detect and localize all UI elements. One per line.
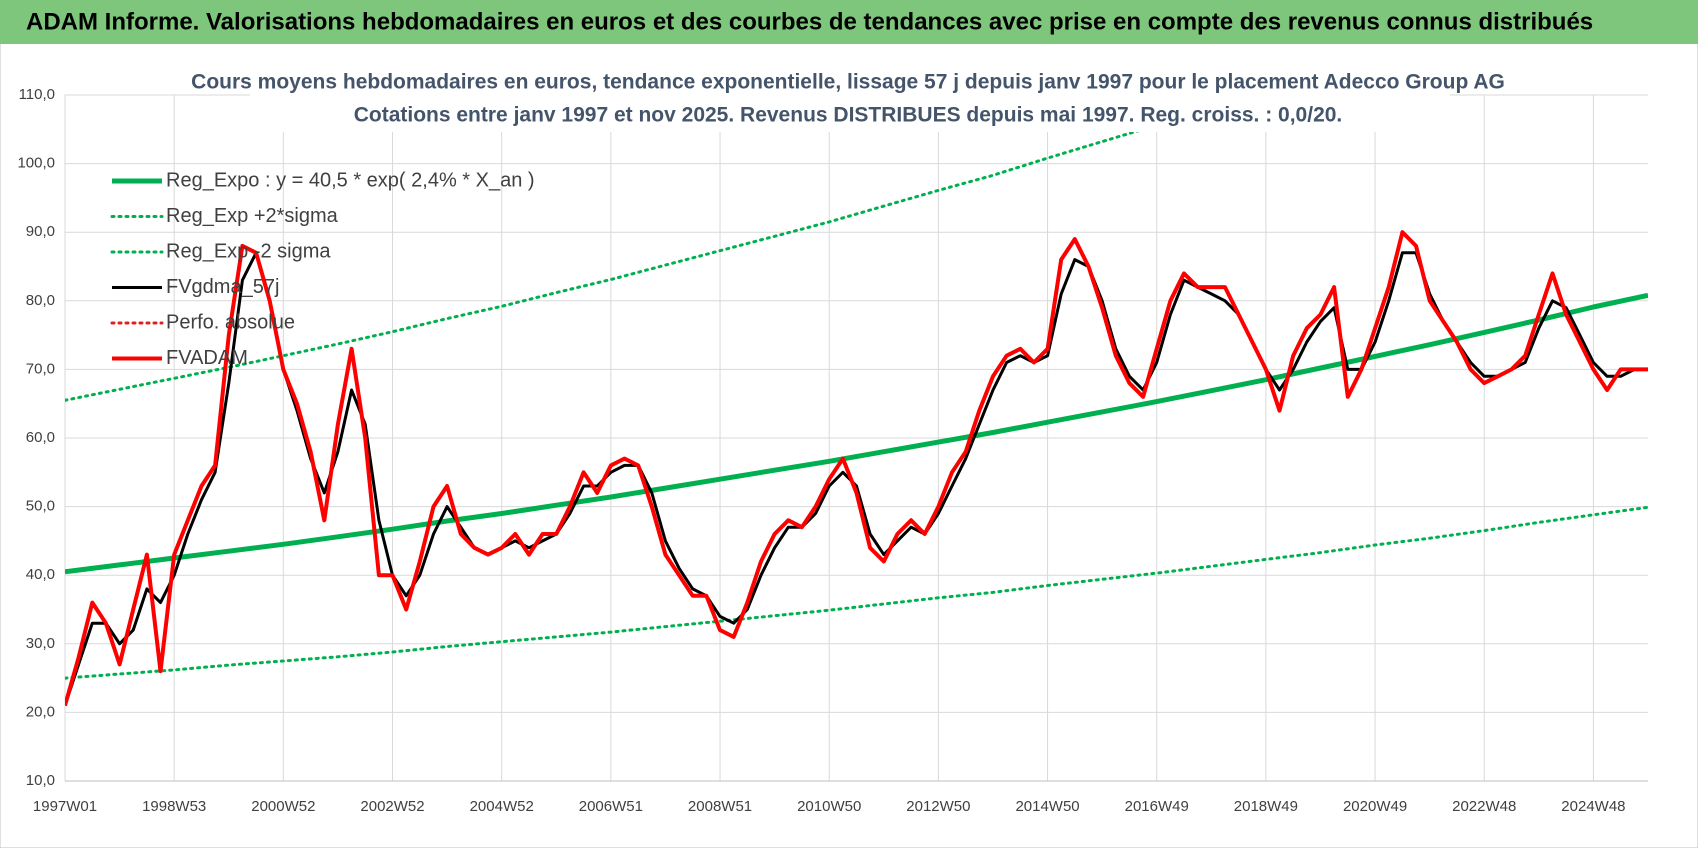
y-tick-label: 70,0 bbox=[26, 360, 55, 377]
y-tick-label: 80,0 bbox=[26, 292, 55, 309]
x-tick-label: 2024W48 bbox=[1561, 798, 1625, 815]
series-line bbox=[65, 292, 1648, 575]
header-bar bbox=[0, 0, 1698, 44]
x-tick-label: 2008W51 bbox=[688, 798, 752, 815]
labels: 10,0 20,0 30,0 40,0 50,0 60,0 70,0 80,0 90,0 100,… bbox=[17, 68, 1626, 815]
x-tick-label: 2018W49 bbox=[1234, 798, 1298, 815]
series-line bbox=[65, 230, 1648, 707]
x-tick-label: 2010W50 bbox=[797, 798, 861, 815]
x-tick-label: 2004W52 bbox=[470, 798, 534, 815]
series-line bbox=[65, 505, 1648, 680]
y-tick-label: 110,0 bbox=[19, 86, 55, 103]
x-tick-label: 1998W53 bbox=[142, 798, 206, 815]
y-tick-label: 90,0 bbox=[26, 223, 55, 240]
y-tick-label: 50,0 bbox=[26, 498, 55, 515]
series bbox=[65, 95, 1648, 707]
legend-label: FVADAM bbox=[166, 347, 248, 369]
chart-subtitle: Cotations entre janv 1997 et nov 2025. R… bbox=[354, 104, 1343, 127]
legend-label: Perfo. absolue bbox=[166, 311, 295, 333]
x-tick-label: 2014W50 bbox=[1015, 798, 1079, 815]
y-tick-label: 30,0 bbox=[26, 635, 55, 652]
y-tick-label: 60,0 bbox=[26, 429, 55, 446]
x-tick-label: 2016W49 bbox=[1125, 798, 1189, 815]
x-tick-label: 2022W48 bbox=[1452, 798, 1516, 815]
y-tick-label: 40,0 bbox=[26, 566, 55, 583]
y-tick-label: 20,0 bbox=[26, 703, 55, 720]
x-tick-label: 2002W52 bbox=[360, 798, 424, 815]
x-tick-label: 2006W51 bbox=[579, 798, 643, 815]
x-tick-label: 1997W01 bbox=[33, 798, 97, 815]
title-box bbox=[250, 68, 1450, 132]
y-tick-label: 100,0 bbox=[17, 155, 55, 172]
chart-title: Cours moyens hebdomadaires en euros, ten… bbox=[191, 71, 1505, 94]
legend-label: Reg_Exp -2 sigma bbox=[166, 240, 331, 262]
x-tick-label: 2020W49 bbox=[1343, 798, 1407, 815]
x-tick-label: 2000W52 bbox=[251, 798, 315, 815]
legend-label: Reg_Exp +2*sigma bbox=[166, 205, 339, 227]
legend-label: FVgdma_57j bbox=[166, 276, 279, 298]
legend-label: Reg_Expo : y = 40,5 * exp( 2,4% * X_an ) bbox=[166, 169, 535, 191]
series-line bbox=[65, 95, 1254, 402]
x-tick-label: 2012W50 bbox=[906, 798, 970, 815]
header-title: ADAM Informe. Valorisations hebdomadaire… bbox=[26, 8, 1593, 35]
y-tick-label: 10,0 bbox=[26, 772, 55, 789]
